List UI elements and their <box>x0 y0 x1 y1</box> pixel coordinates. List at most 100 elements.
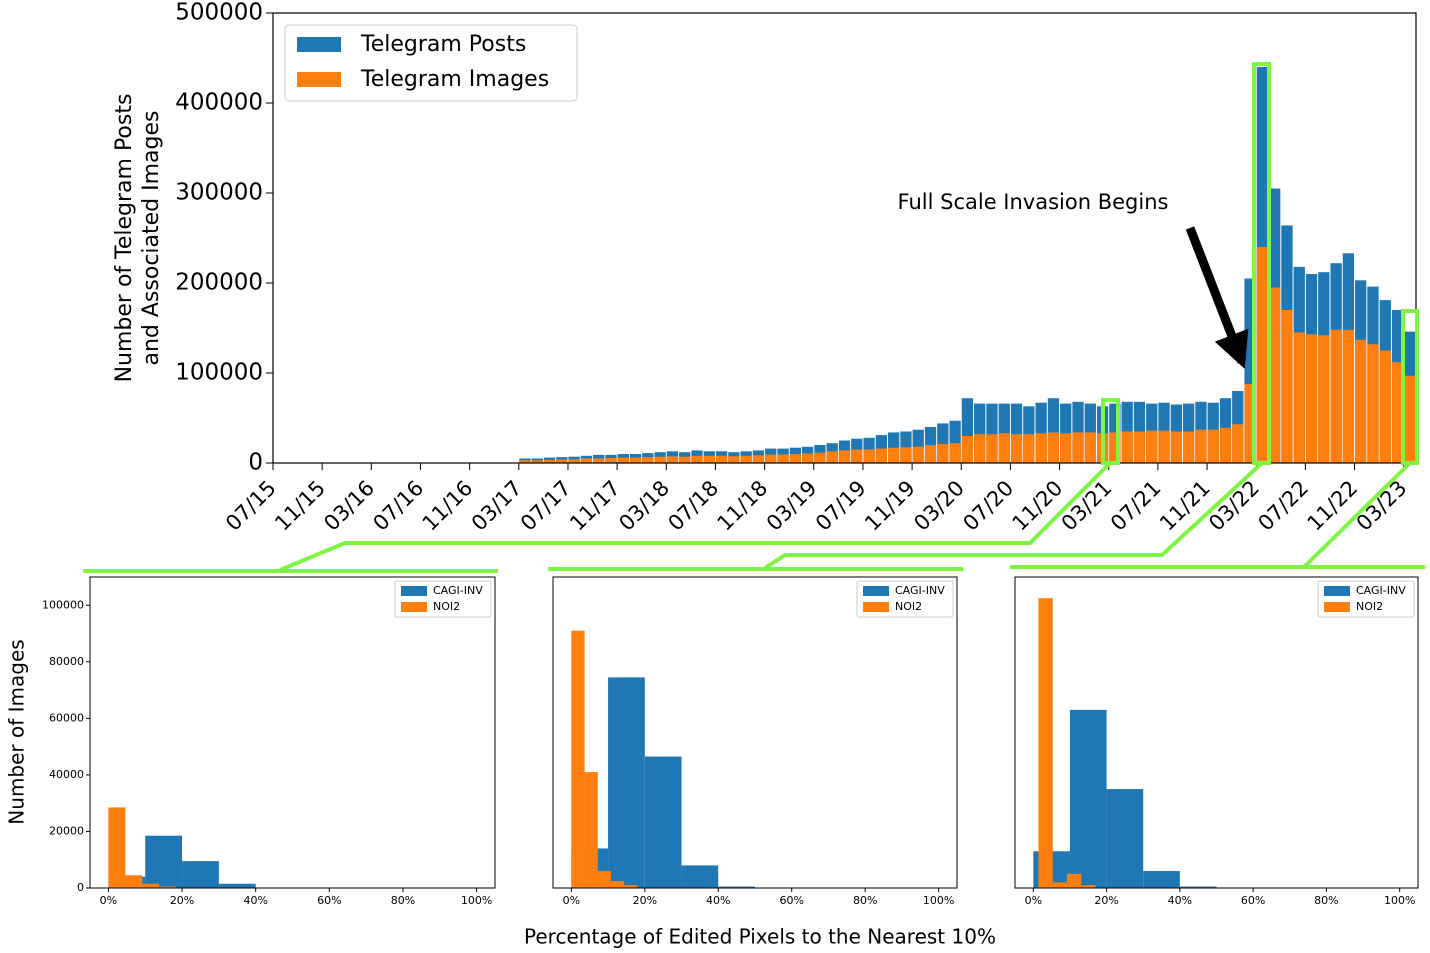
x-tick-label: 07/18 <box>663 476 723 536</box>
legend-swatch <box>401 602 427 612</box>
x-tick-label: 80% <box>391 894 415 907</box>
bar <box>777 454 789 463</box>
highlight <box>1101 398 1120 465</box>
bar <box>703 455 715 463</box>
y-axis-label: Number of Images <box>5 639 29 824</box>
y-tick-label: 100000 <box>175 360 263 386</box>
x-tick-label: 80% <box>1314 894 1338 907</box>
x-tick-label: 40% <box>1168 894 1192 907</box>
legend-box <box>284 24 578 102</box>
bar <box>801 453 814 463</box>
y-tick-label: 500000 <box>175 0 263 26</box>
x-tick-label: 11/22 <box>1303 476 1363 536</box>
legend-label: CAGI-INV <box>1356 584 1406 597</box>
x-tick-label: 20% <box>633 894 657 907</box>
bar <box>593 458 605 463</box>
bar <box>838 450 851 463</box>
highlight <box>279 461 1112 572</box>
bar <box>1084 432 1096 463</box>
histogram-bar <box>145 835 183 888</box>
histogram-bar <box>1067 873 1082 888</box>
legend-label: Telegram Images <box>360 67 549 92</box>
x-tick-label: 07/22 <box>1253 476 1313 536</box>
x-axis-label: Percentage of Edited Pixels to the Neare… <box>524 925 996 949</box>
bar <box>1035 433 1047 463</box>
histogram-bar <box>1106 789 1144 888</box>
bar <box>691 455 703 463</box>
x-tick-label: 03/17 <box>467 476 527 536</box>
bar <box>998 433 1010 463</box>
bar <box>740 455 752 463</box>
histogram-bar <box>142 883 160 888</box>
bar <box>875 448 888 463</box>
y-tick-label: 200000 <box>175 270 263 296</box>
legend-swatch <box>297 37 341 52</box>
histogram-bar <box>1081 885 1096 888</box>
bar <box>1305 334 1318 463</box>
x-tick-label: 0% <box>563 894 580 907</box>
bar <box>937 444 949 463</box>
legend-swatch <box>401 586 427 596</box>
x-tick-label: 03/23 <box>1352 476 1412 536</box>
x-tick-label: 20% <box>170 894 194 907</box>
y-tick-label: 100000 <box>42 598 84 611</box>
bar <box>752 455 765 463</box>
plot-frame <box>89 576 496 889</box>
x-tick-label: 03/18 <box>614 476 674 536</box>
x-tick-label: 07/20 <box>958 476 1018 536</box>
x-tick-label: 11/17 <box>565 476 625 536</box>
bar <box>924 445 937 463</box>
annotation-arrow <box>1185 226 1249 369</box>
bar <box>1133 431 1146 463</box>
bar <box>814 452 826 463</box>
histogram-bar <box>624 885 638 888</box>
bar <box>949 420 961 463</box>
bar <box>679 456 691 463</box>
bar <box>789 454 801 463</box>
x-tick-label: 20% <box>1094 894 1118 907</box>
bar <box>1367 344 1379 463</box>
bar <box>1182 431 1195 463</box>
legend-swatch <box>1324 586 1350 596</box>
bar <box>568 459 580 463</box>
x-tick-label: 07/16 <box>368 476 428 536</box>
histogram-bar <box>108 807 126 888</box>
bar <box>986 403 998 463</box>
bar <box>556 459 568 463</box>
x-tick-label: 07/15 <box>221 476 281 536</box>
bar <box>1256 247 1269 463</box>
bar <box>543 459 556 463</box>
y-tick-label: 300000 <box>175 180 263 206</box>
legend-label: CAGI-INV <box>433 584 483 597</box>
x-tick-label: 11/15 <box>270 476 330 536</box>
bar <box>1158 430 1170 463</box>
y-tick-label: 0 <box>248 450 263 476</box>
bar <box>580 458 593 463</box>
legend-swatch <box>863 586 889 596</box>
x-tick-label: 03/16 <box>319 476 379 536</box>
bar <box>1219 427 1232 463</box>
histogram-bar <box>584 772 598 888</box>
bar <box>1355 339 1367 463</box>
histogram-bar <box>608 677 645 888</box>
histogram-bar <box>597 871 612 888</box>
bar <box>949 443 961 463</box>
x-tick-label: 100% <box>461 894 492 907</box>
annotation: Full Scale Invasion Begins <box>898 190 1169 214</box>
bar <box>605 458 617 463</box>
x-tick-label: 11/20 <box>1008 476 1068 536</box>
x-tick-label: 11/21 <box>1155 476 1215 536</box>
plot-frame <box>1014 576 1419 889</box>
bar <box>1404 375 1416 463</box>
bar <box>1010 434 1023 463</box>
histogram-bar <box>718 886 755 888</box>
y-tick-label: 80000 <box>49 655 84 668</box>
bar <box>1109 432 1121 463</box>
bar <box>1195 429 1207 463</box>
bar <box>728 456 740 463</box>
bar <box>1330 329 1342 463</box>
histogram-bar <box>159 886 177 888</box>
legend-swatch <box>1324 602 1350 612</box>
histogram-bar <box>182 861 219 888</box>
x-tick-label: 60% <box>1241 894 1265 907</box>
